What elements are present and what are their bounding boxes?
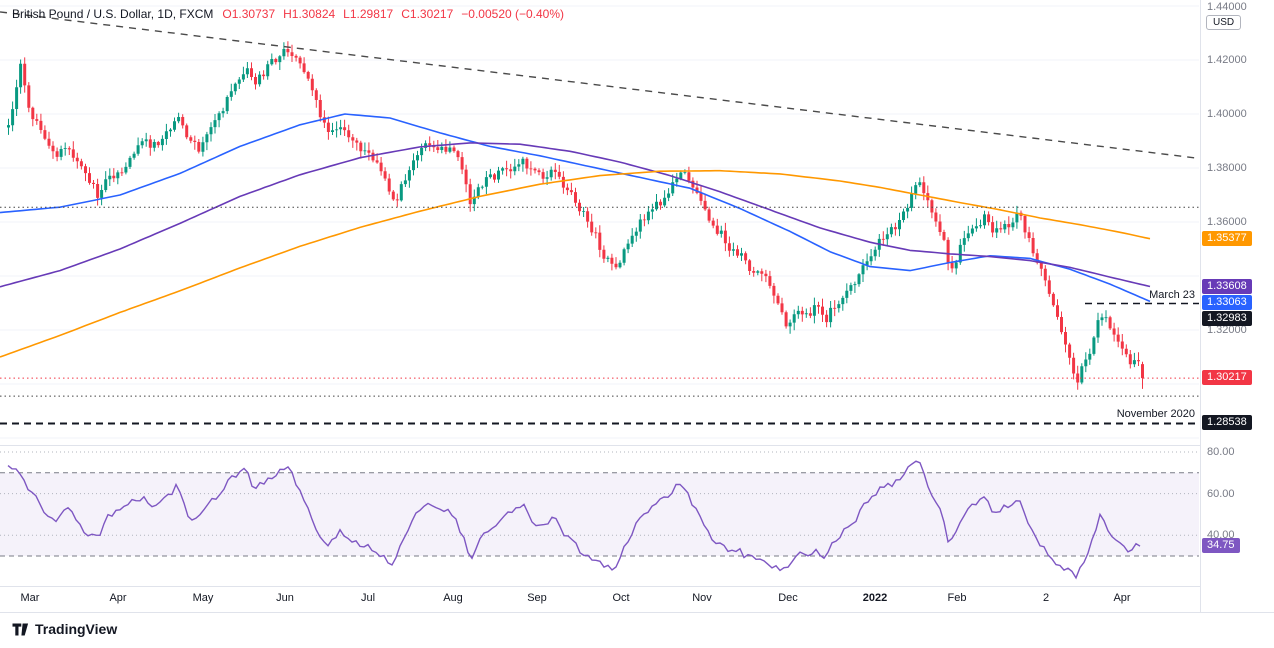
tradingview-logo-icon bbox=[12, 623, 29, 636]
price-axis[interactable]: USD 1.44000 1.42000 1.40000 1.38000 1.36000 1… bbox=[1201, 0, 1274, 612]
ma-orange-line bbox=[0, 169, 1151, 358]
price-tag-1.30217: 1.30217 bbox=[1202, 370, 1252, 386]
price-tag-1.33608: 1.33608 bbox=[1202, 278, 1252, 294]
time-label-Mar: Mar bbox=[20, 592, 40, 604]
up-candle-wicks bbox=[8, 42, 1135, 385]
price-tick-1.38000: 1.38000 bbox=[1207, 162, 1247, 174]
time-axis[interactable]: Mar Apr May Jun Jul Aug Sep Oct Nov Dec 2022 Feb 2 Ap… bbox=[0, 588, 1274, 612]
ma-blue-line bbox=[0, 113, 1151, 303]
time-label-2022: 2022 bbox=[862, 592, 888, 604]
price-tag-1.35377: 1.35377 bbox=[1202, 230, 1252, 246]
time-label-Dec: Dec bbox=[778, 592, 798, 604]
price-tag-1.33063: 1.33063 bbox=[1202, 294, 1252, 310]
price-tick-1.36000: 1.36000 bbox=[1207, 216, 1247, 228]
price-tag-1.28538: 1.28538 bbox=[1202, 415, 1252, 431]
annotation-november-2020: November 2020 bbox=[1116, 408, 1195, 420]
change-value: −0.00520 (−0.40%) bbox=[461, 7, 565, 21]
symbol-title[interactable]: British Pound / U.S. Dollar, 1D, FXCM bbox=[12, 7, 214, 21]
trendline bbox=[0, 11, 1197, 159]
ohlc-readout: O1.30737 H1.30824 L1.29817 C1.30217 −0.0… bbox=[222, 7, 564, 21]
time-label-Nov: Nov bbox=[692, 592, 712, 604]
rsi-band bbox=[0, 472, 1199, 556]
price-tick-1.40000: 1.40000 bbox=[1207, 108, 1247, 120]
time-label-May: May bbox=[192, 592, 214, 604]
time-label-2: 2 bbox=[1042, 592, 1050, 604]
low-value: L1.29817 bbox=[343, 7, 394, 21]
close-value: C1.30217 bbox=[401, 7, 454, 21]
currency-badge[interactable]: USD bbox=[1206, 15, 1242, 30]
time-label-Apr: Apr bbox=[1113, 592, 1131, 604]
annotation-march-23: March 23 bbox=[1149, 289, 1195, 301]
rsi-value-tag: 34.75 bbox=[1202, 538, 1240, 554]
rsi-tick-80.00: 80.00 bbox=[1207, 446, 1235, 458]
price-tick-1.44000: 1.44000 bbox=[1207, 1, 1247, 13]
bottom-toolbar: TradingView bbox=[0, 613, 1274, 648]
time-label-Feb: Feb bbox=[947, 592, 967, 604]
up-candle-bodies bbox=[7, 49, 1136, 383]
price-tick-1.42000: 1.42000 bbox=[1207, 54, 1247, 66]
ma-purple-line bbox=[0, 142, 1151, 288]
tradingview-logo[interactable]: TradingView bbox=[12, 621, 117, 637]
price-tick-1.32000: 1.32000 bbox=[1207, 324, 1247, 336]
time-label-Apr: Apr bbox=[109, 592, 127, 604]
time-label-Aug: Aug bbox=[443, 592, 463, 604]
price-tag-1.32983: 1.32983 bbox=[1202, 310, 1252, 326]
open-value: O1.30737 bbox=[222, 7, 276, 21]
rsi-tick-60.00: 60.00 bbox=[1207, 487, 1235, 500]
rsi-line bbox=[7, 460, 1141, 580]
time-label-Sep: Sep bbox=[527, 592, 547, 604]
tradingview-logo-text: TradingView bbox=[35, 621, 118, 637]
time-label-Jul: Jul bbox=[360, 592, 376, 604]
high-value: H1.30824 bbox=[283, 7, 336, 21]
time-label-Jun: Jun bbox=[276, 592, 294, 604]
symbol-legend[interactable]: British Pound / U.S. Dollar, 1D, FXCM O1… bbox=[12, 7, 564, 21]
time-label-Oct: Oct bbox=[612, 592, 630, 604]
